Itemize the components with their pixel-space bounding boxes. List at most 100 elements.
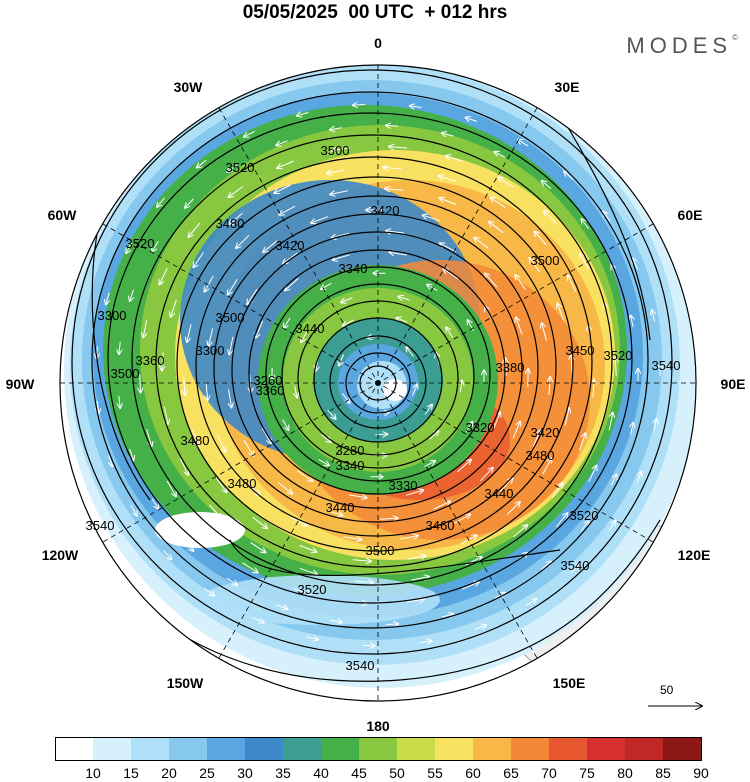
colorbar-cell [587,737,626,761]
contour-label: 3480 [216,216,245,231]
wind-vector [433,501,450,510]
contour-outer-3520 [229,539,561,577]
map-field [60,65,696,701]
colorbar-label: 10 [85,765,101,781]
contour-label: 3540 [86,518,115,533]
wind-vector [171,299,177,317]
colorbar [55,737,702,761]
wind-vector [246,481,259,495]
wind-vector [631,423,634,435]
wind-vector [386,231,405,233]
wind-vector [130,289,134,301]
colorbar-label: 65 [503,765,519,781]
wind-vector [513,525,528,538]
wind-vector [160,267,168,284]
wind-vector [411,577,429,581]
contour-label: 3480 [228,476,257,491]
contour-label: 3440 [296,321,325,336]
wind-vector [321,282,332,289]
wind-vector [209,328,214,346]
wind-vector [386,125,399,126]
wind-vector [276,604,287,610]
contour-ring [176,176,574,552]
contour-label: 3300 [98,308,127,323]
wind-vector [652,310,655,322]
wind-vector [424,405,432,415]
colorbar-label: 85 [655,765,671,781]
wind-vector [405,490,423,496]
wind-vector [564,408,569,426]
contour-label: 3330 [389,478,418,493]
contour-label: 3520 [126,236,155,251]
wind-vector [205,275,214,292]
height-contours [71,69,673,682]
wind-vector [276,140,288,145]
wind-vector [544,211,557,225]
wind-vector [608,413,613,431]
map-border [59,64,697,702]
wind-vector [299,568,317,575]
wind-vector [439,176,457,182]
wind-vector [327,169,345,174]
wind-vector [465,422,472,433]
wind-vector [564,172,574,180]
wind-vector [654,419,656,431]
colorbar-cell [663,737,702,761]
wind-vector [206,382,208,400]
wind-vector [306,637,318,640]
wind-vector [375,434,387,435]
wind-vector [491,198,506,209]
wind-vector [542,458,552,475]
wind-vector [329,620,342,622]
lon-label-30e: 30E [555,79,580,95]
wind-vector [199,525,213,539]
wind-vector [489,222,504,234]
wind-vector [252,617,264,623]
wind-vector [297,113,309,116]
wind-vector [480,468,492,482]
south-pole-marker [375,380,381,386]
wind-vector [608,521,616,531]
contour-label: 3500 [531,253,560,268]
brand-logo: MODES© [626,33,738,59]
wind-vector [157,197,166,207]
wind-vector [229,186,244,198]
wind-vector [444,269,459,280]
wind-vector [396,318,408,323]
wind-vector [440,198,457,206]
wind-vector [256,320,264,338]
wind-vector [515,275,526,291]
wind-vector [332,148,350,151]
wind-vector [485,274,498,288]
lon-label-120w: 120W [42,547,79,563]
contour-label: 3540 [561,558,590,573]
lon-label-60w: 60W [48,207,78,223]
wind-vector [580,254,590,270]
wind-vector [185,198,194,208]
wind-vector [152,240,159,251]
wind-vector [293,588,310,595]
wind-vector [343,319,354,326]
lon-label-120e: 120E [678,547,711,563]
colorbar-label: 35 [275,765,291,781]
wind-vector [518,140,529,147]
colorbar-cell [321,737,360,761]
wind-vector [126,242,133,254]
wind-vector [535,232,547,246]
contour-ring [213,213,539,523]
colorbar-labels: 10 15 20 25 30 35 40 45 50 55 60 65 70 75 80 85 90 [55,765,709,782]
wind-vector [516,317,523,335]
wind-vector [130,505,137,515]
contour-label: 3480 [181,433,210,448]
colorbar-cell [549,737,588,761]
wind-vector [282,419,289,431]
contour-label: 3540 [652,358,681,373]
wind-vector [400,536,418,539]
wind-vector [311,216,329,223]
wind-vector [321,434,331,442]
contour-label: 3450 [566,343,595,358]
wind-vector [229,336,234,355]
lon-label-0: 0 [374,35,382,51]
contour-label: 3420 [371,203,400,218]
wind-vector [217,435,226,452]
